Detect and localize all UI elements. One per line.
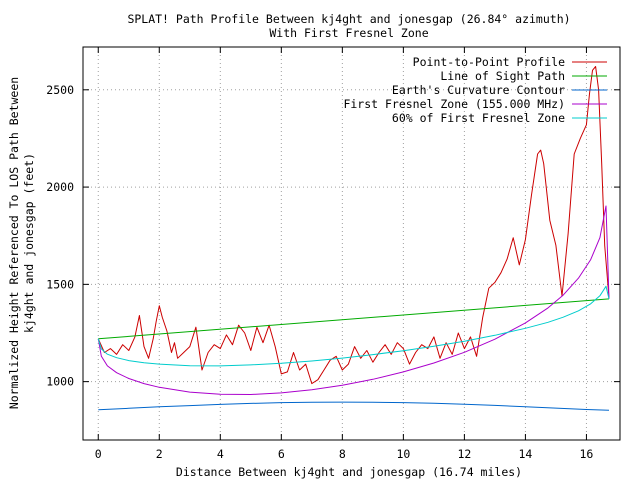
plot-frame [82,46,621,441]
x-tick-label: 10 [396,447,410,461]
legend-label-0: Point-to-Point Profile [413,55,565,69]
y-tick-label: 2000 [46,180,74,194]
legend-label-3: First Fresnel Zone (155.000 MHz) [343,97,565,111]
x-tick-label: 6 [278,447,285,461]
y-tick-label: 1500 [46,277,74,291]
x-tick-label: 12 [457,447,471,461]
x-tick-label: 0 [95,447,102,461]
chart-title: SPLAT! Path Profile Between kj4ght and j… [127,12,570,26]
series-line-0 [97,66,610,385]
y-tick-label: 1000 [46,375,74,389]
x-tick-label: 2 [156,447,163,461]
chart-subtitle: With First Fresnel Zone [269,26,428,40]
legend-label-4: 60% of First Fresnel Zone [392,111,565,125]
y-tick-label: 2500 [46,83,74,97]
legend-label-2: Earth's Curvature Contour [392,83,565,97]
axis-ticks: 0 2 4 6 8 10 12 14 16 1000 1500 2000 2500 [46,47,620,461]
x-tick-label: 16 [580,447,594,461]
x-tick-label: 14 [518,447,532,461]
x-tick-label: 4 [217,447,224,461]
series-line-3 [97,205,610,395]
series-line-1 [98,298,610,340]
x-tick-label: 8 [339,447,346,461]
series-line-2 [98,401,610,411]
y-axis-label-line2: kj4ght and jonesgap (feet) [22,153,36,333]
series-group [97,66,610,411]
grid [83,47,620,440]
legend-label-1: Line of Sight Path [440,69,565,83]
y-axis-label-line1: Normalized Height Referenced To LOS Path… [7,77,21,409]
x-axis-label: Distance Between kj4ght and jonesgap (16… [176,465,522,479]
series-line-4 [97,285,610,367]
